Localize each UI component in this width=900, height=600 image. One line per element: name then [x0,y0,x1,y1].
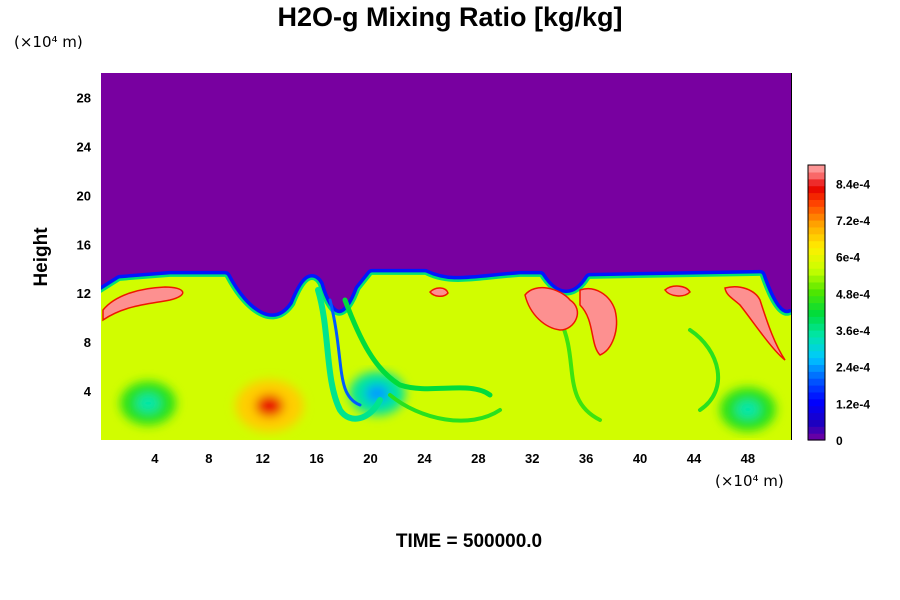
colorbar-segment [808,199,825,207]
filament-4 [558,318,602,422]
pocket-0 [102,286,184,322]
colorbar-segment [808,268,825,276]
colorbar-segment [808,178,825,187]
colorbar-segment [808,240,825,249]
y-axis-unit: (×10⁴ m) [14,33,83,51]
y-tick-label: 16 [77,237,91,252]
x-tick-label: 40 [633,451,647,466]
moist-spot-core-0 [136,394,161,413]
colorbar-tick-label: 7.2e-4 [836,214,870,228]
colorbar-segment [808,398,825,407]
colorbar-segment [808,220,825,228]
pocket-5 [663,285,691,297]
colorbar-segment [808,419,825,427]
x-tick-label: 12 [255,451,269,466]
pocket-3 [724,286,786,361]
moist-spot-core-1 [365,384,390,403]
colorbar-tick-label: 0 [836,434,843,448]
colorbar-segment [808,323,825,331]
colorbar-segment [808,288,825,297]
colorbar-segment [808,412,825,420]
colorbar-segment [808,233,825,242]
filament-3 [388,393,502,423]
moist-lower-layer [101,274,791,440]
colorbar-segment [808,433,825,441]
x-tick-label: 4 [151,451,159,466]
filaments [315,287,720,423]
x-axis-unit: (×10⁴ m) [715,472,784,490]
colorbar-segment [808,378,825,386]
colorbar-segment [808,316,825,324]
colorbar-segment [808,281,825,290]
filament-2 [328,298,362,407]
colorbar: 0 1.2e-4 2.4e-4 3.6e-4 4.8e-4 6e-4 7.2e-4 8.4e-… [807,164,870,448]
x-tick-label: 28 [471,451,485,466]
x-tick-label: 20 [363,451,377,466]
field-blobs [120,371,776,432]
x-tick-label: 8 [205,451,212,466]
colorbar-segment [808,364,825,372]
pocket-4 [428,287,449,297]
y-tick-label: 24 [77,139,92,154]
colorbar-segment [808,309,825,317]
colorbar-segment [808,171,825,180]
colorbar-frame [807,164,826,441]
x-tick-label: 44 [687,451,702,466]
pocket-2 [579,288,618,356]
colorbar-segment [808,336,825,345]
y-tick-label: 4 [84,384,92,399]
chart-title: H2O-g Mixing Ratio [kg/kg] [277,2,623,32]
colorbar-segment [808,426,825,434]
colorbar-segment [808,371,825,379]
colorbar-segment [808,247,825,255]
filament-1 [342,297,493,398]
x-tick-label: 36 [579,451,593,466]
colorbar-segment [808,350,825,359]
colorbar-segment [808,261,825,269]
filament-5 [688,328,720,412]
moist-spot-core-2 [735,400,760,419]
filament-0 [315,287,383,422]
colorbar-segment [808,192,825,200]
colorbar-segment [808,226,825,235]
time-label: TIME = 500000.0 [395,531,543,552]
x-tick-label: 16 [309,451,323,466]
colorbar-segment [808,405,825,414]
colorbar-segment [808,185,825,194]
pocket-1 [524,286,579,331]
colorbar-segment [808,206,825,214]
x-tick-label: 48 [741,451,755,466]
colorbar-segment [808,343,825,352]
colorbar-tick-label: 1.2e-4 [836,397,870,411]
colorbar-segment [808,330,825,338]
x-tick-label: 24 [417,451,432,466]
colorbar-segment [808,254,825,262]
high-value-pockets [102,285,786,361]
heatmap-field [101,73,791,440]
colorbar-tick-label: 3.6e-4 [836,324,870,338]
y-tick-label: 8 [84,335,91,350]
colorbar-segment [808,295,825,304]
colorbar-segment [808,302,825,310]
colorbar-segment [808,213,825,221]
colorbar-segment [808,275,825,283]
colorbar-tick-label: 6e-4 [836,251,860,265]
y-tick-label: 20 [77,188,91,203]
y-tick-label: 28 [77,90,91,105]
colorbar-tick-label: 4.8e-4 [836,287,870,301]
colorbar-segment [808,357,825,365]
colorbar-segment [808,385,825,393]
colorbar-segment [808,391,825,400]
colorbar-tick-label: 2.4e-4 [836,361,870,375]
colorbar-tick-label: 8.4e-4 [836,177,870,191]
colorbar-segment [808,165,825,173]
max-spot-core [255,394,284,417]
x-tick-label: 32 [525,451,539,466]
y-tick-label: 12 [77,286,91,301]
